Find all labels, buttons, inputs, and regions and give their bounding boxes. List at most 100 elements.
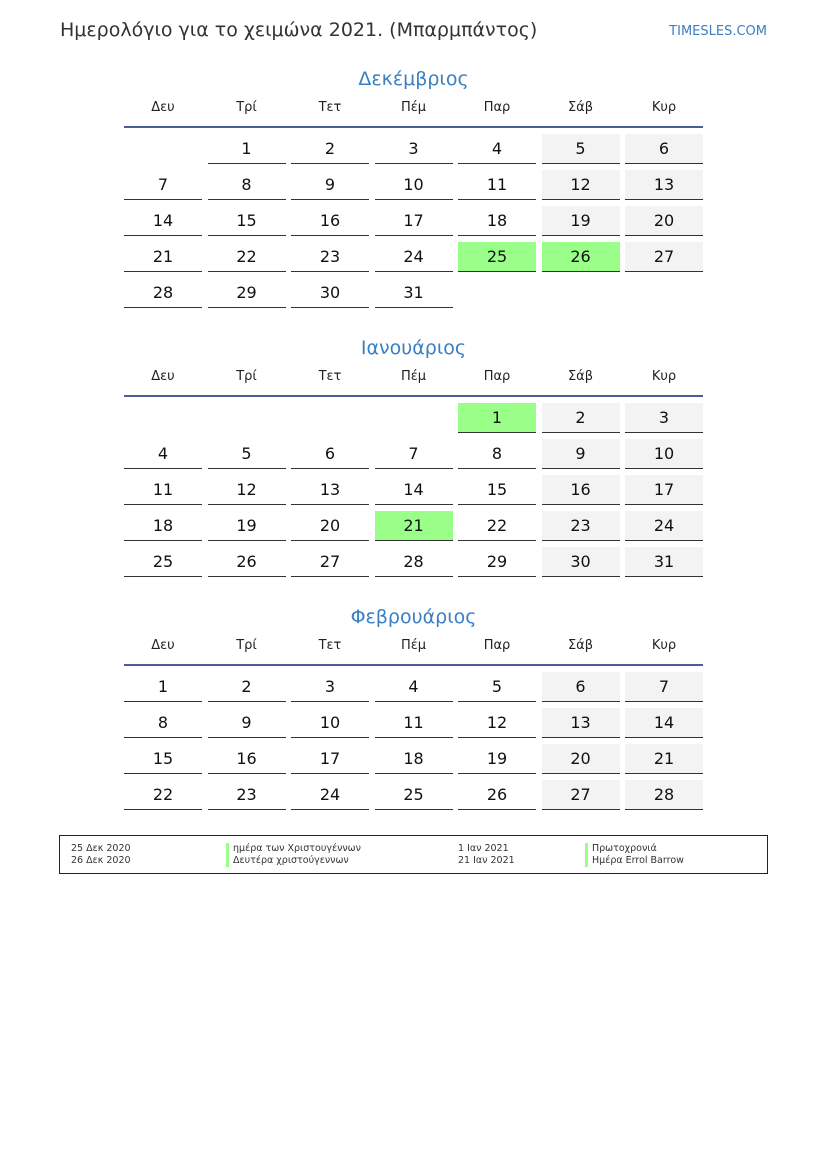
day-cell[interactable]: 23 bbox=[291, 242, 369, 272]
day-cell[interactable]: 13 bbox=[541, 708, 620, 738]
day-cell[interactable]: 14 bbox=[625, 708, 703, 738]
day-cell[interactable]: 16 bbox=[541, 475, 620, 505]
day-cell[interactable]: 5 bbox=[541, 134, 620, 164]
day-cell[interactable]: 17 bbox=[291, 744, 369, 774]
day-cell[interactable]: 19 bbox=[458, 744, 536, 774]
day-cell[interactable]: 2 bbox=[291, 134, 369, 164]
day-cell[interactable]: 6 bbox=[541, 672, 620, 702]
day-cell[interactable]: 19 bbox=[541, 206, 620, 236]
day-cell[interactable]: 18 bbox=[124, 511, 202, 541]
day-cell[interactable]: 8 bbox=[124, 708, 202, 738]
day-cell[interactable]: 16 bbox=[207, 744, 286, 774]
day-cell[interactable]: 12 bbox=[207, 475, 286, 505]
day-cell[interactable]: 18 bbox=[374, 744, 453, 774]
day-cell[interactable]: 24 bbox=[291, 780, 369, 810]
day-cell[interactable]: 15 bbox=[207, 206, 286, 236]
day-cell[interactable]: 28 bbox=[124, 278, 202, 308]
day-cell[interactable]: 1 bbox=[124, 672, 202, 702]
day-cell[interactable]: 13 bbox=[625, 170, 703, 200]
brand-link[interactable]: TIMESLES.COM bbox=[669, 24, 767, 39]
day-cell[interactable]: 31 bbox=[374, 278, 453, 308]
day-cell[interactable]: 26 bbox=[541, 242, 620, 272]
day-cell[interactable]: 29 bbox=[207, 278, 286, 308]
day-cell[interactable]: 9 bbox=[207, 708, 286, 738]
day-cell[interactable]: 10 bbox=[374, 170, 453, 200]
day-cell[interactable]: 22 bbox=[124, 780, 202, 810]
day-cell[interactable]: 2 bbox=[541, 403, 620, 433]
day-cell[interactable]: 25 bbox=[374, 780, 453, 810]
day-cell[interactable]: 15 bbox=[124, 744, 202, 774]
day-cell[interactable]: 9 bbox=[291, 170, 369, 200]
day-cell[interactable]: 28 bbox=[374, 547, 453, 577]
day-cell[interactable]: 10 bbox=[291, 708, 369, 738]
day-cell[interactable]: 23 bbox=[541, 511, 620, 541]
day-cell[interactable]: 4 bbox=[458, 134, 536, 164]
day-cell[interactable]: 21 bbox=[625, 744, 703, 774]
day-cell[interactable]: 22 bbox=[458, 511, 536, 541]
weekday-label: Κυρ bbox=[651, 638, 677, 653]
day-cell[interactable]: 6 bbox=[625, 134, 703, 164]
day-cell[interactable]: 12 bbox=[458, 708, 536, 738]
day-cell[interactable]: 10 bbox=[625, 439, 703, 469]
day-cell[interactable]: 14 bbox=[124, 206, 202, 236]
day-cell[interactable]: 28 bbox=[625, 780, 703, 810]
day-cell[interactable]: 17 bbox=[374, 206, 453, 236]
day-cell[interactable]: 9 bbox=[541, 439, 620, 469]
day-cell[interactable]: 15 bbox=[458, 475, 536, 505]
day-cell[interactable]: 21 bbox=[124, 242, 202, 272]
day-cell[interactable]: 5 bbox=[458, 672, 536, 702]
day-cell[interactable]: 7 bbox=[124, 170, 202, 200]
day-cell[interactable]: 27 bbox=[541, 780, 620, 810]
page-title: Ημερολόγιο για το χειμώνα 2021. (Μπαρμπά… bbox=[60, 19, 538, 41]
day-cell[interactable]: 17 bbox=[625, 475, 703, 505]
day-cell[interactable]: 7 bbox=[625, 672, 703, 702]
day-cell[interactable]: 20 bbox=[291, 511, 369, 541]
day-cell[interactable]: 4 bbox=[374, 672, 453, 702]
day-cell[interactable]: 11 bbox=[124, 475, 202, 505]
day-cell[interactable]: 30 bbox=[291, 278, 369, 308]
day-cell[interactable]: 27 bbox=[625, 242, 703, 272]
empty-cell bbox=[291, 403, 369, 432]
legend-holiday: ημέρα των Χριστουγέννων bbox=[226, 843, 361, 855]
day-cell[interactable]: 27 bbox=[291, 547, 369, 577]
month-1: Ιανουάριος Δευ Τρί Τετ Πέμ Παρ Σάβ Κυρ 1 2 3 4 5 6 7 8 9… bbox=[124, 337, 703, 577]
day-cell[interactable]: 24 bbox=[374, 242, 453, 272]
day-cell[interactable]: 7 bbox=[374, 439, 453, 469]
day-cell[interactable]: 14 bbox=[374, 475, 453, 505]
day-cell[interactable]: 8 bbox=[207, 170, 286, 200]
day-cell[interactable]: 30 bbox=[541, 547, 620, 577]
day-cell[interactable]: 1 bbox=[458, 403, 536, 433]
day-cell[interactable]: 20 bbox=[625, 206, 703, 236]
day-cell[interactable]: 25 bbox=[124, 547, 202, 577]
day-cell[interactable]: 4 bbox=[124, 439, 202, 469]
day-cell[interactable]: 11 bbox=[374, 708, 453, 738]
day-cell[interactable]: 26 bbox=[458, 780, 536, 810]
week-row: 14 15 16 17 18 19 20 bbox=[124, 206, 703, 236]
day-cell[interactable]: 8 bbox=[458, 439, 536, 469]
day-cell[interactable]: 2 bbox=[207, 672, 286, 702]
day-cell[interactable]: 24 bbox=[625, 511, 703, 541]
day-cell[interactable]: 19 bbox=[207, 511, 286, 541]
day-cell[interactable]: 1 bbox=[207, 134, 286, 164]
day-cell[interactable]: 5 bbox=[207, 439, 286, 469]
day-cell[interactable]: 16 bbox=[291, 206, 369, 236]
day-cell[interactable]: 20 bbox=[541, 744, 620, 774]
day-cell[interactable]: 6 bbox=[291, 439, 369, 469]
day-cell[interactable]: 3 bbox=[625, 403, 703, 433]
day-cell[interactable]: 26 bbox=[207, 547, 286, 577]
day-cell[interactable]: 31 bbox=[625, 547, 703, 577]
day-cell[interactable]: 29 bbox=[458, 547, 536, 577]
day-cell[interactable]: 23 bbox=[207, 780, 286, 810]
day-cell[interactable]: 21 bbox=[374, 511, 453, 541]
legend-holiday: Ημέρα Errol Barrow bbox=[585, 855, 684, 867]
day-cell[interactable]: 3 bbox=[374, 134, 453, 164]
day-cell[interactable]: 12 bbox=[541, 170, 620, 200]
week-row: 11 12 13 14 15 16 17 bbox=[124, 475, 703, 505]
day-cell[interactable]: 18 bbox=[458, 206, 536, 236]
day-cell[interactable]: 13 bbox=[291, 475, 369, 505]
day-cell[interactable]: 25 bbox=[458, 242, 536, 272]
day-cell[interactable]: 3 bbox=[291, 672, 369, 702]
day-cell[interactable]: 11 bbox=[458, 170, 536, 200]
day-cell[interactable]: 22 bbox=[207, 242, 286, 272]
